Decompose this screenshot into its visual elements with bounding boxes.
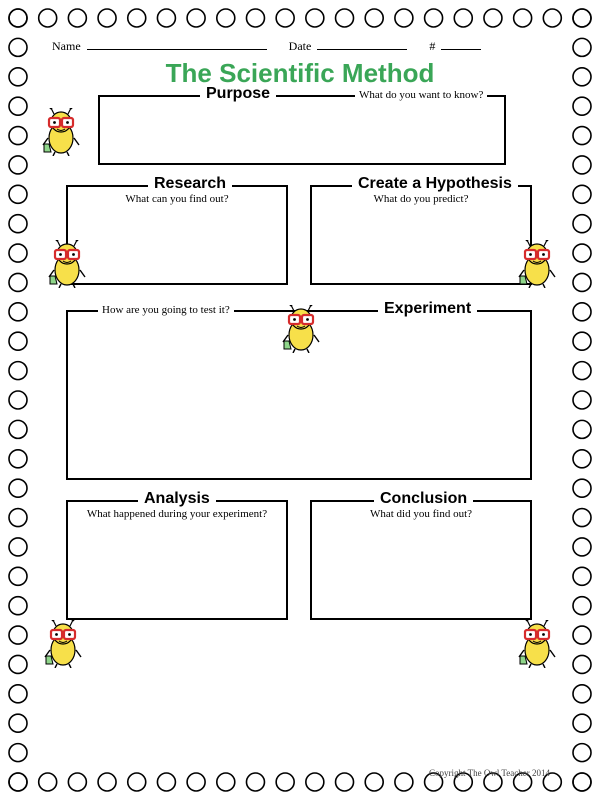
box-conclusion[interactable]: ConclusionWhat did you find out?: [310, 500, 532, 620]
box-research-subtitle: What can you find out?: [68, 193, 286, 205]
box-purpose-title: Purpose: [200, 85, 276, 103]
mascot-bug-icon: [46, 240, 88, 288]
mascot-bug-icon: [42, 620, 84, 668]
name-blank[interactable]: [87, 38, 267, 50]
box-hypothesis-title: Create a Hypothesis: [352, 175, 518, 193]
num-label: #: [429, 39, 435, 54]
box-hypothesis-subtitle: What do you predict?: [312, 193, 530, 205]
box-conclusion-title: Conclusion: [374, 490, 473, 508]
box-purpose[interactable]: PurposeWhat do you want to know?: [98, 95, 506, 165]
mascot-bug-icon: [280, 305, 322, 353]
name-label: Name: [52, 39, 81, 54]
box-research[interactable]: ResearchWhat can you find out?: [66, 185, 288, 285]
box-conclusion-subtitle: What did you find out?: [312, 508, 530, 520]
box-analysis-subtitle: What happened during your experiment?: [68, 508, 286, 520]
box-experiment-subtitle: How are you going to test it?: [98, 304, 234, 316]
date-label: Date: [289, 39, 312, 54]
box-experiment-title: Experiment: [378, 300, 477, 318]
box-analysis[interactable]: AnalysisWhat happened during your experi…: [66, 500, 288, 620]
header-line: Name Date #: [46, 38, 554, 54]
mascot-bug-icon: [40, 108, 82, 156]
date-blank[interactable]: [317, 38, 407, 50]
num-blank[interactable]: [441, 38, 481, 50]
page-title: The Scientific Method: [46, 58, 554, 89]
box-analysis-title: Analysis: [138, 490, 216, 508]
box-hypothesis[interactable]: Create a HypothesisWhat do you predict?: [310, 185, 532, 285]
box-purpose-subtitle: What do you want to know?: [355, 89, 487, 101]
mascot-bug-icon: [516, 620, 558, 668]
mascot-bug-icon: [516, 240, 558, 288]
box-research-title: Research: [148, 175, 232, 193]
copyright-text: Copyright The Owl Teacher 2014: [429, 768, 550, 778]
